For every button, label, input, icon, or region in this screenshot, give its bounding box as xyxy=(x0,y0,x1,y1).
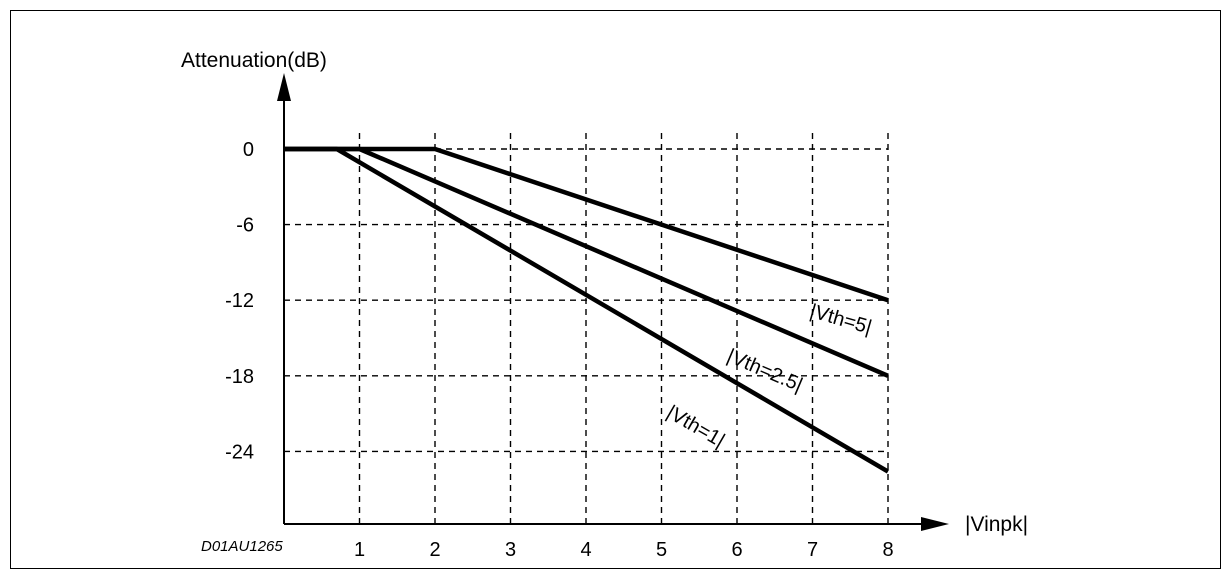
series-line xyxy=(284,146,889,378)
x-tick-label: 7 xyxy=(807,539,818,561)
series-label: |Vth=2.5| xyxy=(724,345,806,396)
chart-frame: Attenuation(dB) |Vinpk| D01AU1265 0 -6 -12… xyxy=(10,10,1221,569)
x-tick-label: 8 xyxy=(882,539,893,561)
y-tick-label: -18 xyxy=(225,366,254,388)
x-axis-arrow xyxy=(921,517,949,531)
y-tick-label: -24 xyxy=(225,441,254,463)
x-tick-label: 6 xyxy=(731,539,742,561)
x-tick-label: 1 xyxy=(354,539,365,561)
series-label: |Vth=5| xyxy=(807,300,874,339)
attenuation-chart: Attenuation(dB) |Vinpk| D01AU1265 0 -6 -12… xyxy=(181,49,1028,561)
y-tick-label: -6 xyxy=(236,215,254,237)
x-tick-label: 2 xyxy=(429,539,440,561)
grid xyxy=(284,133,889,524)
series xyxy=(284,146,890,474)
series-label: |Vth=1| xyxy=(663,401,729,452)
x-tick-label: 4 xyxy=(580,539,591,561)
x-axis-title: |Vinpk| xyxy=(965,513,1028,536)
x-tick-label: 5 xyxy=(656,539,667,561)
figure-code: D01AU1265 xyxy=(201,538,283,555)
y-axis-arrow xyxy=(277,73,291,101)
y-tick-label: 0 xyxy=(243,139,254,161)
y-tick-label: -12 xyxy=(225,290,254,312)
x-tick-label: 3 xyxy=(505,539,516,561)
y-axis-title: Attenuation(dB) xyxy=(181,49,327,72)
series-line xyxy=(284,146,890,474)
axes xyxy=(277,73,949,531)
